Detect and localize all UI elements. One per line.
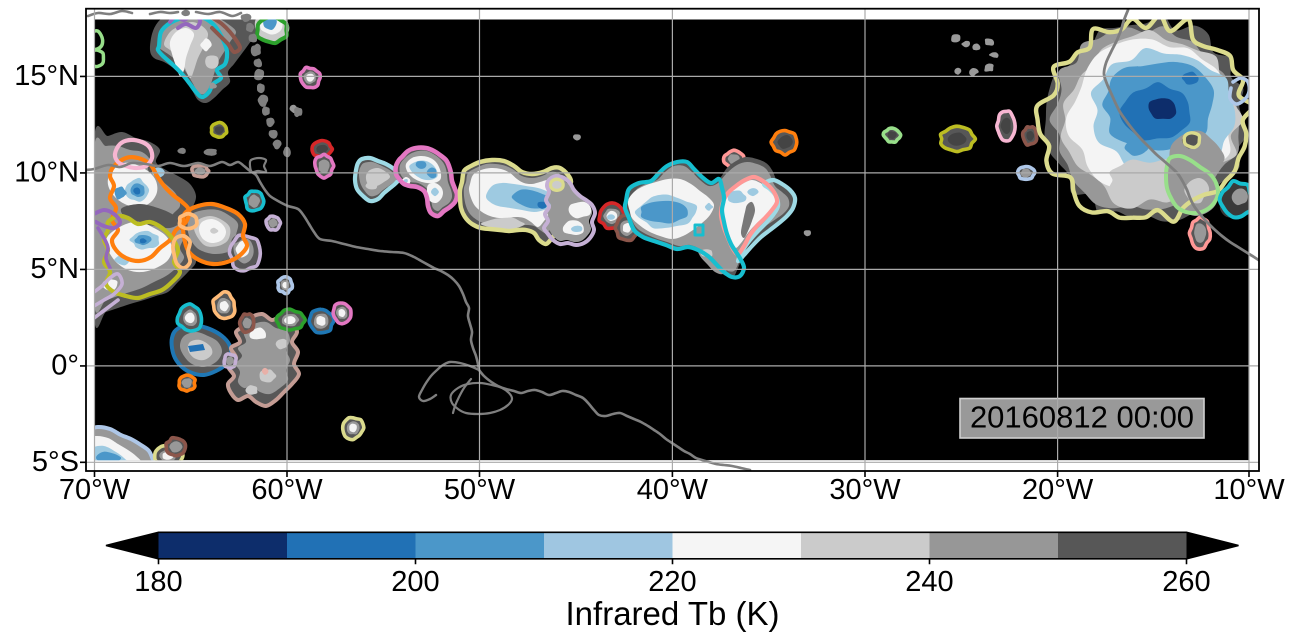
svg-text:5°N: 5°N <box>30 253 79 285</box>
svg-text:60°W: 60°W <box>251 474 323 506</box>
svg-text:15°N: 15°N <box>14 60 79 92</box>
svg-text:10°N: 10°N <box>14 156 79 188</box>
svg-text:20°W: 20°W <box>1022 474 1094 506</box>
svg-text:40°W: 40°W <box>637 474 709 506</box>
svg-text:200: 200 <box>391 566 439 598</box>
svg-text:30°W: 30°W <box>829 474 901 506</box>
svg-text:20160812 00:00: 20160812 00:00 <box>970 400 1194 435</box>
svg-text:5°S: 5°S <box>32 446 79 478</box>
svg-text:50°W: 50°W <box>444 474 516 506</box>
svg-text:220: 220 <box>648 566 696 598</box>
svg-text:0°: 0° <box>51 349 79 381</box>
svg-text:240: 240 <box>905 566 953 598</box>
svg-text:180: 180 <box>134 566 182 598</box>
svg-text:Infrared Tb (K): Infrared Tb (K) <box>566 595 780 632</box>
svg-text:10°W: 10°W <box>1213 474 1285 506</box>
svg-text:70°W: 70°W <box>59 474 131 506</box>
svg-text:260: 260 <box>1162 566 1210 598</box>
